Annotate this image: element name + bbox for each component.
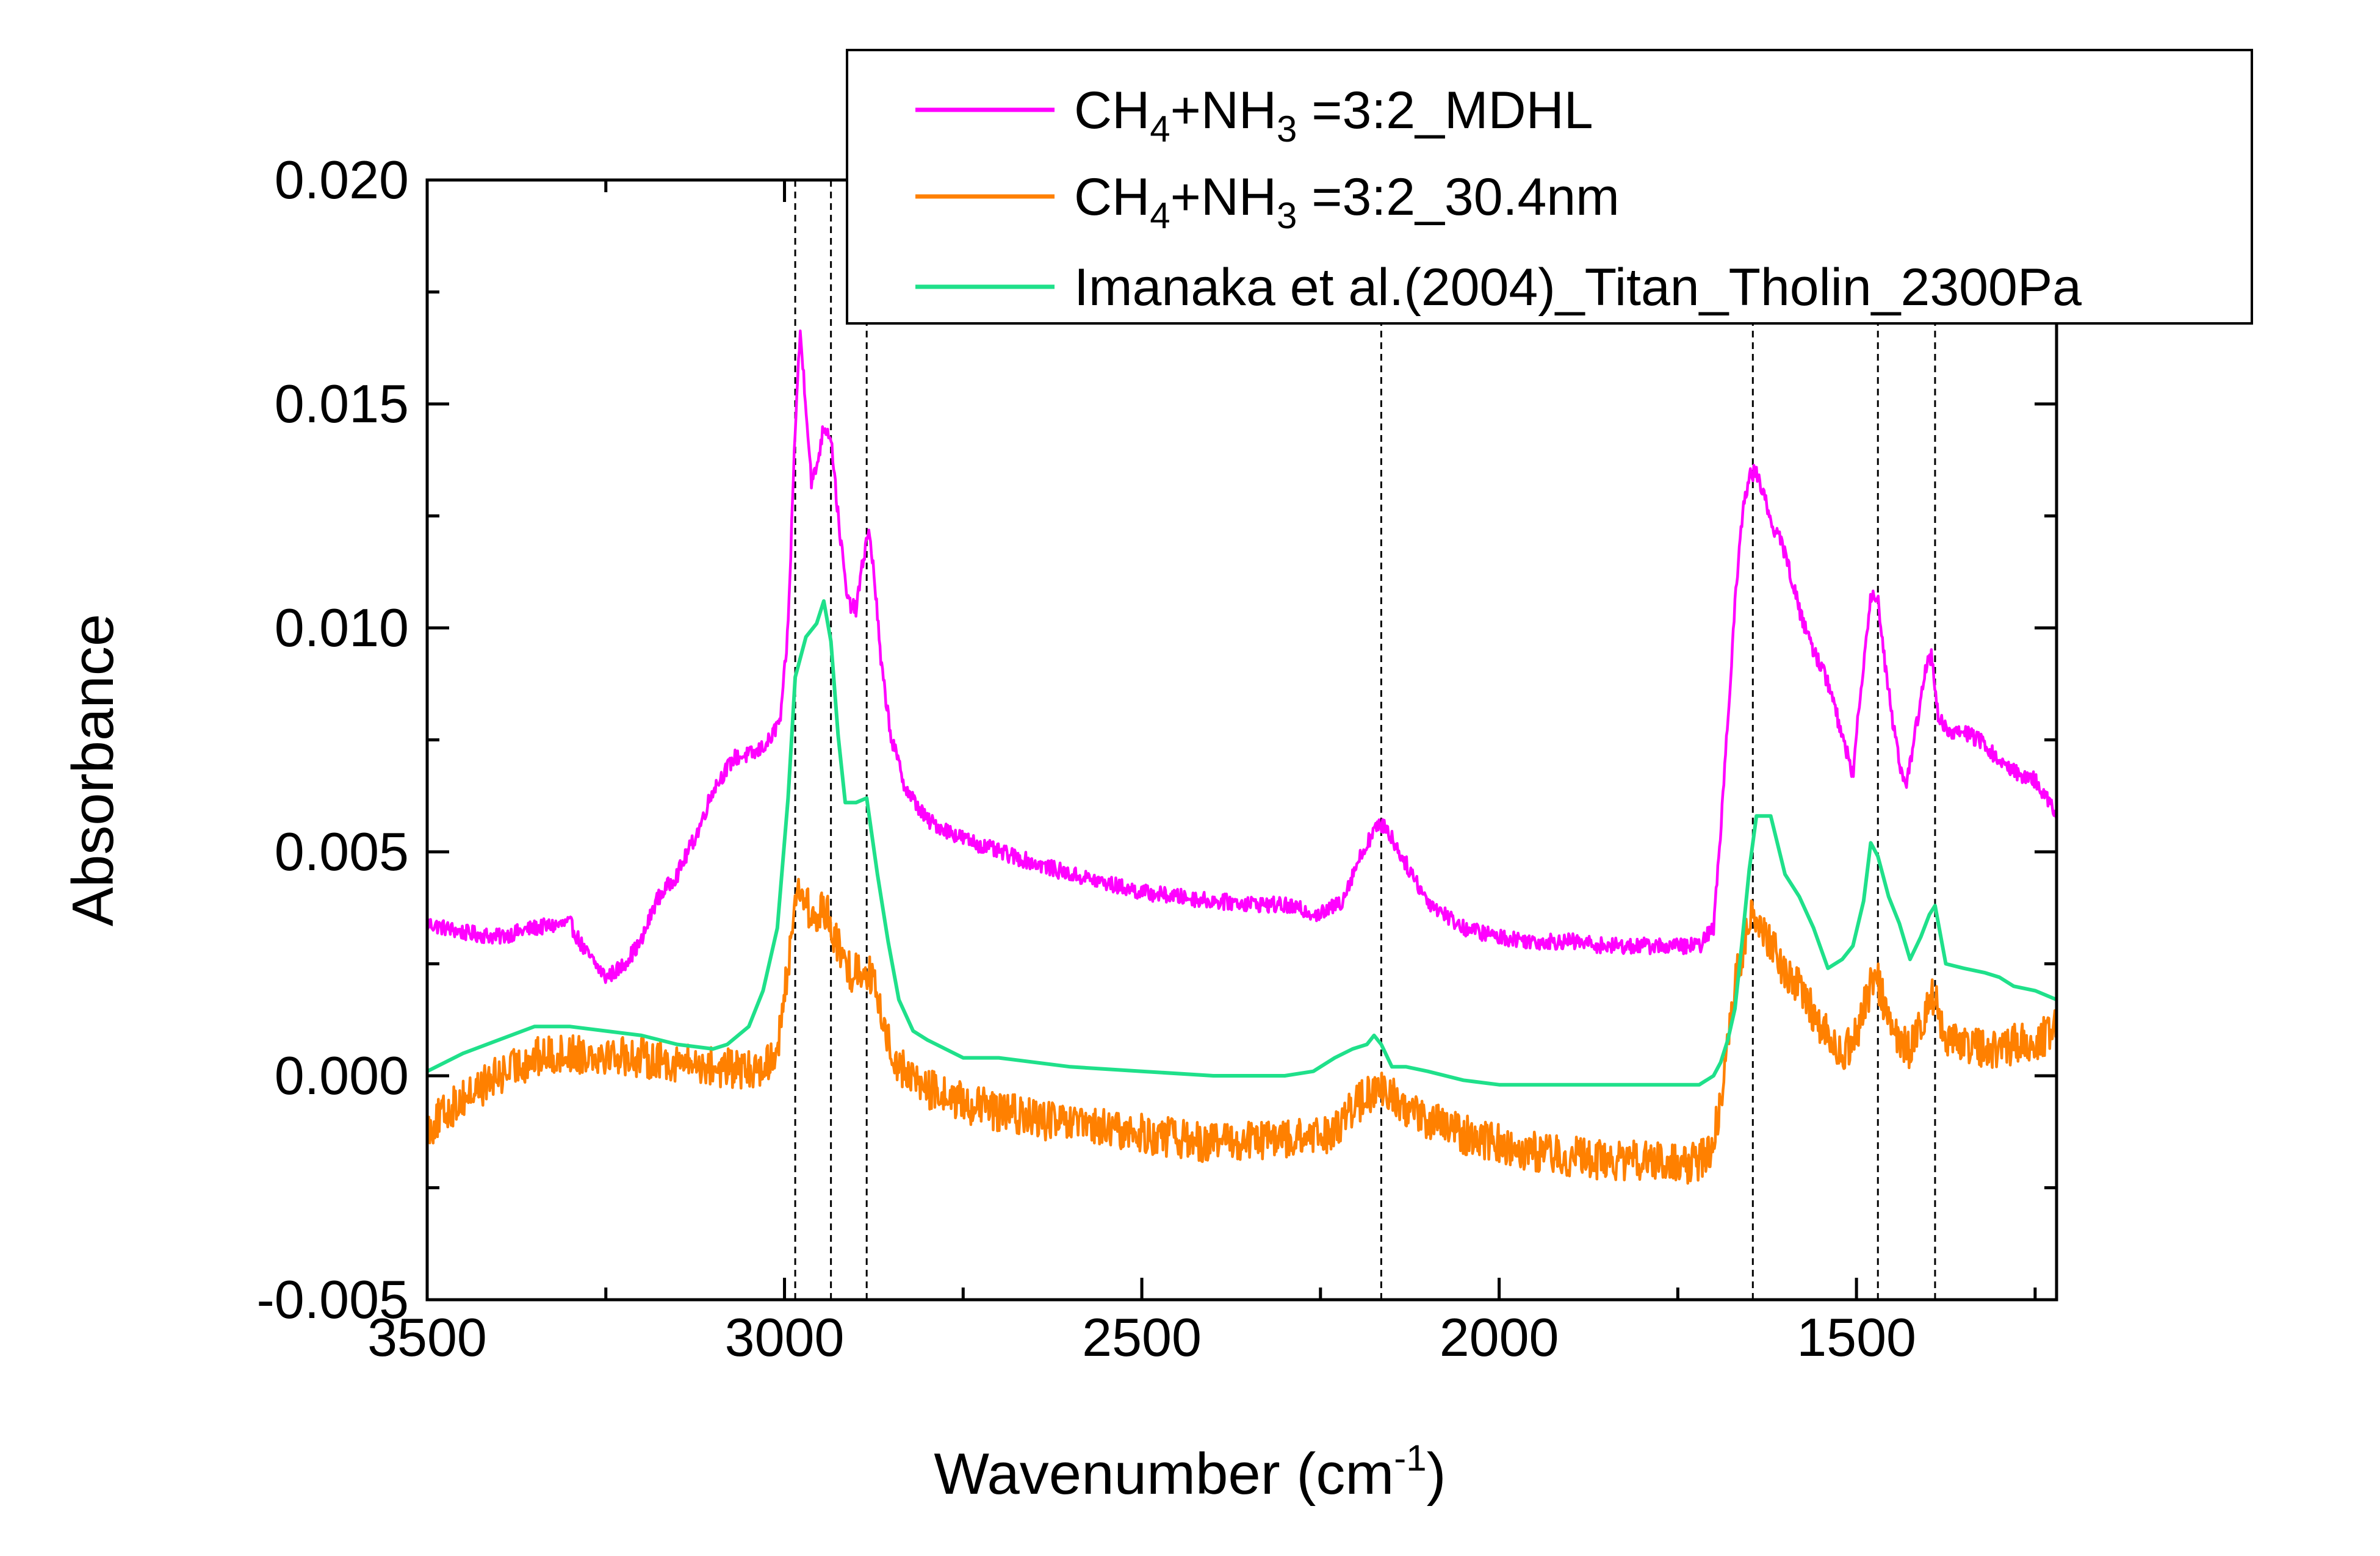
x-tick-label: 2000 (1440, 1307, 1559, 1367)
y-tick-label: 0.020 (275, 149, 409, 210)
legend-entry: CH4+NH3 =3:2_MDHL (1074, 81, 1593, 149)
plot-frame (425, 178, 2058, 1302)
x-axis-label-superscript: -1 (1394, 1438, 1426, 1479)
x-axis-label: Wavenumber (cm-1) (934, 1438, 1446, 1507)
y-tick-label: 0.015 (275, 373, 409, 434)
x-axis-label-text: Wavenumber (cm (934, 1441, 1394, 1507)
y-tick-label: 0.000 (275, 1045, 409, 1106)
legend: CH4+NH3 =3:2_MDHL CH4+NH3 =3:2_30.4nm Iman… (846, 49, 2253, 325)
series-line-3 (427, 599, 2057, 1087)
y-axis-label: Absorbance (60, 614, 126, 926)
tick-labels: 3500 3000 2500 2000 1500 -0.005 0.000 0.005 0.01… (256, 149, 1916, 1367)
legend-box (846, 49, 2253, 325)
series-layer (427, 329, 2057, 1185)
series-line-2 (427, 877, 2057, 1185)
x-tick-label: 3000 (725, 1307, 845, 1367)
x-tick-label: 2500 (1082, 1307, 1202, 1367)
x-tick-label: 1500 (1797, 1307, 1916, 1367)
legend-entry: CH4+NH3 =3:2_30.4nm (1074, 168, 1620, 236)
legend-entry: Imanaka et al.(2004)_Titan_Tholin_2300Pa (1074, 258, 2082, 317)
y-tick-label: 0.010 (275, 597, 409, 658)
plot-axes (425, 178, 2058, 1302)
y-tick-label: 0.005 (275, 821, 409, 882)
reference-lines (794, 180, 1936, 1300)
y-tick-label: -0.005 (256, 1269, 409, 1330)
x-axis-label-suffix: ) (1427, 1441, 1446, 1507)
x-tick-label: 3500 (367, 1307, 487, 1367)
series-line-1 (427, 329, 2057, 984)
